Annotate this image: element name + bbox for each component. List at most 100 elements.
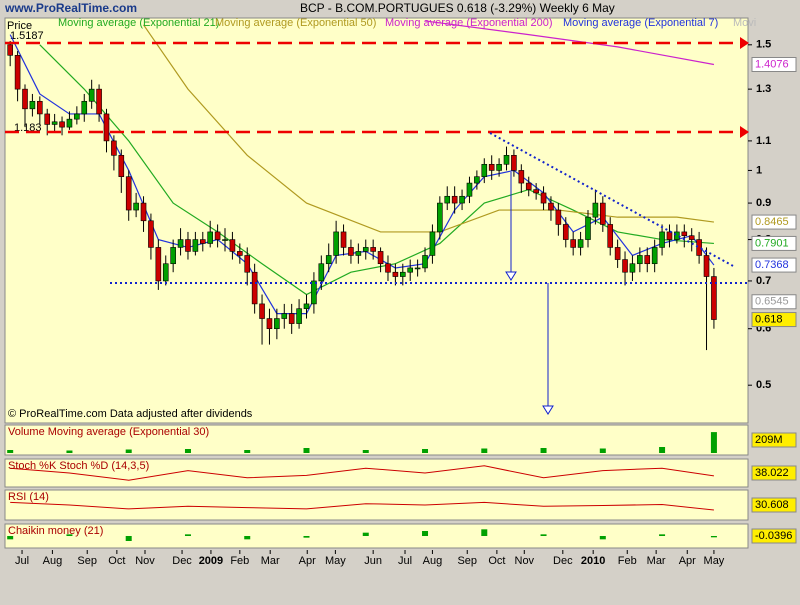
candle-body xyxy=(103,113,110,142)
indicator-bar xyxy=(659,447,666,453)
candle-body xyxy=(311,280,317,305)
candle-body xyxy=(562,224,569,240)
candle-body xyxy=(177,239,184,248)
indicator-bar xyxy=(303,536,310,538)
candle-body xyxy=(355,251,362,256)
indicator-bar xyxy=(599,536,606,540)
candle-body xyxy=(125,176,132,211)
x-tick-label: Mar xyxy=(647,555,666,567)
candle-body xyxy=(444,195,451,204)
candle-body xyxy=(370,247,376,252)
candle-body xyxy=(555,209,562,225)
candle-body xyxy=(59,121,65,128)
y-tick-label: 1 xyxy=(756,164,762,176)
price-tag-label: 0.6545 xyxy=(755,296,789,308)
indicator-title: Chaikin money (21) xyxy=(8,525,103,537)
x-tick-label: Nov xyxy=(515,555,535,567)
candle-body xyxy=(437,202,443,233)
candle-body xyxy=(207,231,213,244)
candle-body xyxy=(659,231,665,248)
indicator-bar xyxy=(66,450,73,453)
candle-body xyxy=(414,267,421,270)
candle-body xyxy=(22,88,28,110)
x-tick-label: Apr xyxy=(679,555,696,567)
candle-body xyxy=(44,113,51,125)
x-tick-label: Feb xyxy=(230,555,249,567)
candle-body xyxy=(96,88,102,115)
level-label: 1.5187 xyxy=(10,30,44,42)
indicator-title: Stoch %K Stoch %D (14,3,5) xyxy=(8,460,149,472)
indicator-bar xyxy=(362,450,369,453)
candle-body xyxy=(688,235,695,240)
arrow-head xyxy=(740,37,749,49)
candle-body xyxy=(288,313,295,324)
y-tick-label: 0.7 xyxy=(756,275,771,287)
candle-body xyxy=(674,231,680,240)
arrow-head xyxy=(740,126,749,138)
candle-body xyxy=(66,118,73,128)
candle-body xyxy=(422,255,428,269)
legend-entry: Movi xyxy=(733,17,756,29)
candle-body xyxy=(214,231,221,240)
price-tag xyxy=(751,56,797,72)
x-tick-label: Jul xyxy=(398,555,412,567)
x-tick-label: Aug xyxy=(423,555,443,567)
price-label: Price xyxy=(7,20,32,32)
candle-body xyxy=(155,247,162,282)
moving-average xyxy=(424,20,715,66)
site: www.ProRealTime.com xyxy=(4,1,137,15)
x-tick-label: Dec xyxy=(172,555,192,567)
candle-body xyxy=(37,100,43,115)
x-tick-label: Feb xyxy=(618,555,637,567)
price-tag-label: 1.4076 xyxy=(755,58,789,70)
indicator-bar xyxy=(422,531,429,536)
candle-body xyxy=(703,255,710,277)
candle-body xyxy=(348,247,354,256)
candle-body xyxy=(140,202,147,222)
candle-body xyxy=(199,239,206,244)
indicator-bar xyxy=(244,450,251,453)
indicator-bar xyxy=(7,450,14,453)
candle-body xyxy=(148,220,154,248)
candle-body xyxy=(592,202,599,218)
indicator-bar xyxy=(481,529,488,536)
candle-body xyxy=(607,224,614,248)
indicator-bar xyxy=(184,449,191,453)
indicator-tag xyxy=(751,497,797,513)
y-tick-label: 0.5 xyxy=(756,379,771,391)
candle-body xyxy=(399,271,406,277)
x-tick-label: May xyxy=(704,555,725,567)
candle-body xyxy=(333,231,339,256)
candle-body xyxy=(81,100,88,115)
candle-body xyxy=(29,100,36,110)
candle-body xyxy=(266,318,273,330)
price-tag-label: 0.7368 xyxy=(755,259,789,271)
indicator-bar xyxy=(7,536,14,540)
x-tick-label: 2009 xyxy=(199,555,223,567)
candle-body xyxy=(162,263,169,282)
candle-body xyxy=(637,255,643,265)
indicator-panel xyxy=(4,523,749,549)
candles xyxy=(7,40,717,351)
indicator-title: Volume Moving average (Exponential 30) xyxy=(8,426,209,438)
x-tick-label: Jun xyxy=(364,555,382,567)
candle-body xyxy=(14,55,21,90)
candle-body xyxy=(666,231,673,240)
candle-body xyxy=(237,251,243,256)
indicator-line xyxy=(10,465,714,481)
x-tick-label: Apr xyxy=(299,555,316,567)
candle-body xyxy=(711,276,717,320)
indicator-bar xyxy=(710,536,717,538)
candle-body xyxy=(133,202,139,211)
candle-body xyxy=(474,176,480,184)
candle-body xyxy=(548,202,554,211)
candle-body xyxy=(540,192,547,204)
chart-title: BCP - B.COM.PORTUGUES 0.618 (-3.29%) Wee… xyxy=(300,1,615,15)
indicator-tag-label: 209M xyxy=(755,434,783,446)
indicator-bar xyxy=(540,448,547,453)
indicator-tag xyxy=(751,432,797,448)
legend-entry: Moving average (Exponential 7) xyxy=(563,17,718,29)
x-tick-label: Aug xyxy=(43,555,63,567)
